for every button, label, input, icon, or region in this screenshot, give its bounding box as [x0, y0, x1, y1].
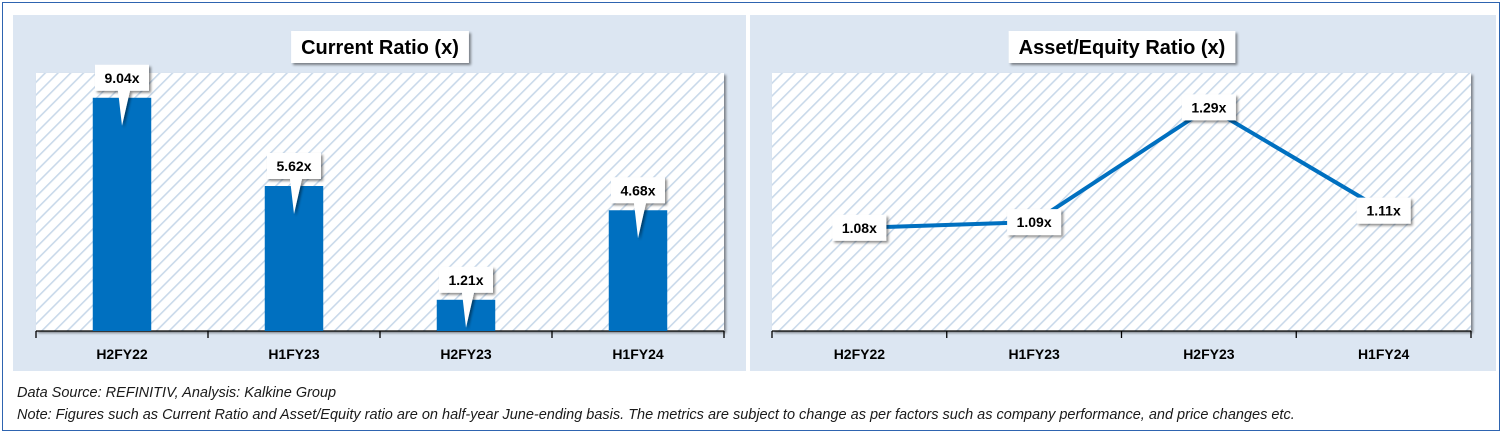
data-label-text: 9.04x: [104, 70, 139, 86]
chart-title: Current Ratio (x): [291, 31, 469, 63]
data-label-text: 1.29x: [1191, 99, 1226, 115]
x-tick-label: H1FY23: [268, 346, 320, 362]
data-label-text: 1.21x: [448, 272, 483, 288]
data-label: [439, 266, 493, 328]
current-ratio-chart: Current Ratio (x) H2FY22 H1FY23 H2FY23 H1FY2…: [35, 31, 725, 362]
svg-text:Current Ratio (x): Current Ratio (x): [301, 37, 459, 59]
x-tick-label: H1FY24: [612, 346, 664, 362]
chart-title: Asset/Equity Ratio (x): [1008, 31, 1236, 63]
data-label-text: 1.11x: [1366, 203, 1400, 219]
series-line: [859, 105, 1385, 230]
data-source-text: Data Source: REFINITIV, Analysis: Kalkin…: [17, 385, 337, 401]
x-tick-label: H2FY23: [440, 346, 492, 362]
data-label: [1356, 197, 1411, 224]
x-tick-label: H1FY23: [1008, 346, 1060, 362]
plot-area: [772, 73, 1471, 331]
data-label-text: 4.68x: [620, 182, 655, 198]
data-label: [95, 64, 149, 126]
x-tick-label: H2FY22: [834, 346, 886, 362]
asset-equity-chart: Asset/Equity Ratio (x) H2FY22 H1FY23 H2FY23…: [771, 31, 1472, 362]
x-tick-label: H2FY23: [1183, 346, 1235, 362]
footer: Data Source: REFINITIV, Analysis: Kalkin…: [17, 382, 1295, 426]
svg-text:Asset/Equity Ratio (x): Asset/Equity Ratio (x): [1019, 37, 1226, 59]
note-text: Note: Figures such as Current Ratio and …: [17, 407, 1295, 423]
data-label-text: 1.09x: [1017, 214, 1052, 230]
data-label: [611, 177, 665, 239]
data-label-text: 1.08x: [842, 220, 877, 236]
x-tick-label: H1FY24: [1358, 346, 1410, 362]
data-label: [1007, 209, 1062, 236]
data-label-text: 5.62x: [276, 158, 311, 174]
asset-equity-panel: Asset/Equity Ratio (x) H2FY22 H1FY23 H2FY23…: [750, 15, 1496, 371]
data-label: [267, 153, 321, 215]
data-label: [832, 214, 887, 241]
x-tick-label: H2FY22: [96, 346, 148, 362]
current-ratio-panel: Current Ratio (x) H2FY22 H1FY23 H2FY23 H1FY2…: [13, 15, 746, 371]
data-label: [1181, 94, 1236, 121]
bar: [92, 97, 152, 331]
